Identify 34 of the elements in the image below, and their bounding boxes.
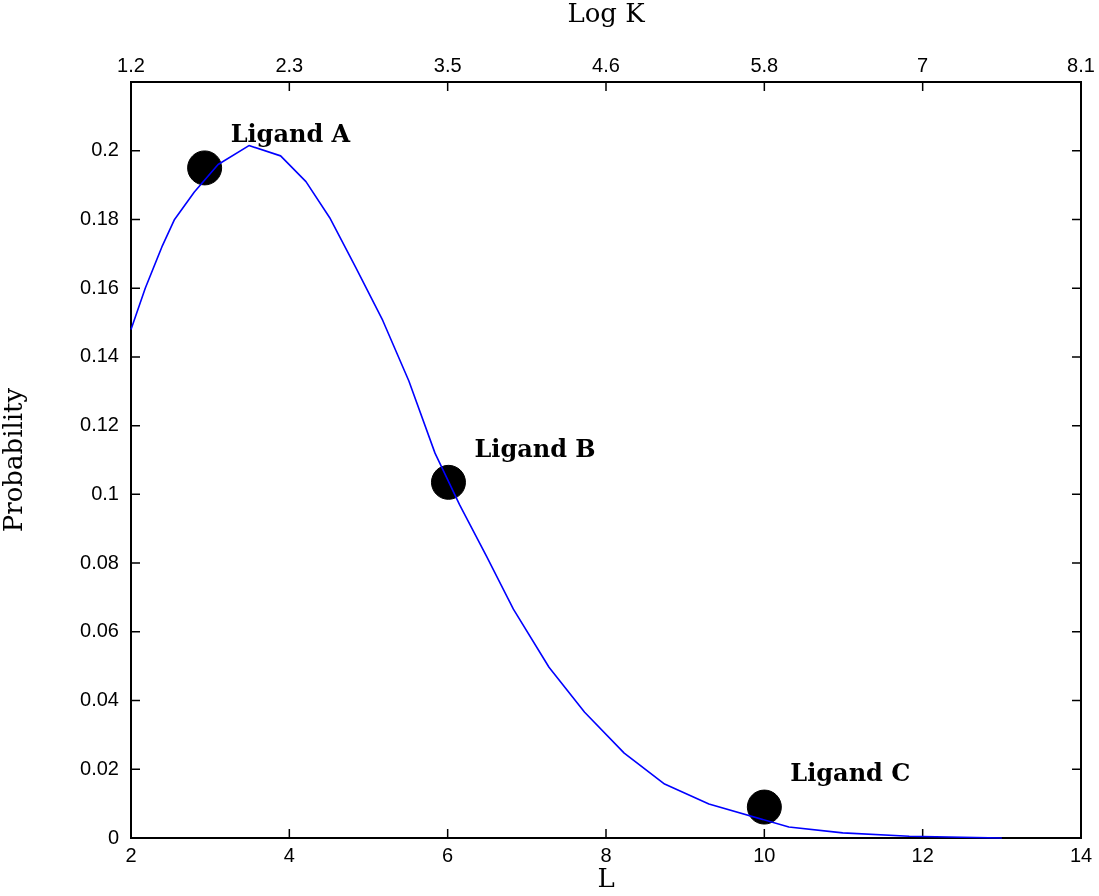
point (430, 464, 466, 500)
x-tick-label: 14 (1069, 843, 1093, 866)
annotation: Ligand C (790, 758, 911, 788)
point (746, 789, 782, 825)
x-axis-title: L (597, 863, 615, 894)
x2-tick-label: 7 (917, 53, 929, 76)
x2-tick-label: 5.8 (750, 53, 779, 76)
annotation: Ligand B (474, 433, 596, 463)
y-tick-label: 0 (107, 825, 119, 848)
x2-tick-label: 2.3 (275, 53, 304, 76)
x2-tick-label: 1.2 (117, 53, 145, 76)
y-tick-label: 0.06 (80, 619, 119, 642)
x2-tick-label: 3.5 (433, 53, 462, 76)
y-axis-title: Probability (0, 387, 29, 533)
y-tick-label: 0.08 (80, 550, 119, 573)
y-tick-label: 0.16 (80, 275, 119, 298)
x-tick-label: 4 (283, 843, 295, 866)
y-tick-label: 0.04 (80, 688, 119, 711)
x2-tick-label: 8.1 (1067, 53, 1095, 76)
point (187, 150, 223, 186)
x-tick-label: 10 (753, 843, 776, 866)
x-tick-label: 2 (125, 843, 137, 866)
x-tick-label: 8 (600, 843, 612, 866)
x-tick-label: 12 (911, 843, 934, 866)
y-tick-label: 0.2 (91, 138, 119, 161)
y-tick-label: 0.1 (91, 481, 119, 504)
x-tick-label: 6 (442, 843, 454, 866)
y-tick-label: 0.14 (80, 344, 119, 367)
x2-tick-label: 4.6 (592, 53, 620, 76)
x2-axis-title: Log K (567, 0, 646, 29)
y-tick-label: 0.02 (80, 756, 119, 779)
y-tick-label: 0.12 (80, 413, 119, 436)
annotation: Ligand A (230, 119, 351, 149)
y-tick-label: 0.18 (80, 206, 119, 229)
